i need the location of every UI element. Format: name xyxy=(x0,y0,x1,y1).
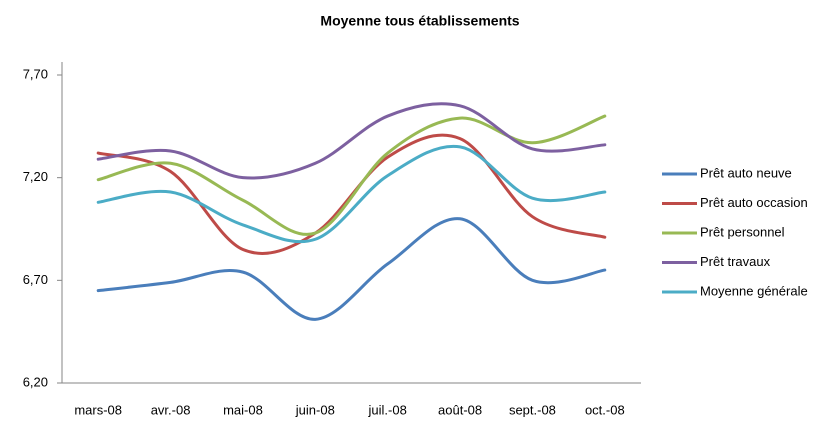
y-tick-label: 6,70 xyxy=(23,272,48,287)
y-tick-label: 7,20 xyxy=(23,169,48,184)
legend-label: Prêt auto neuve xyxy=(700,165,792,180)
y-tick-label: 7,70 xyxy=(23,66,48,81)
x-tick-label: juin-08 xyxy=(295,402,335,417)
legend-label: Prêt auto occasion xyxy=(700,195,808,210)
chart-title: Moyenne tous établissements xyxy=(320,13,519,29)
line-series xyxy=(96,114,607,236)
x-tick-label: août-08 xyxy=(438,402,482,417)
legend-label: Prêt travaux xyxy=(700,254,771,269)
x-tick-label: oct.-08 xyxy=(585,402,625,417)
line-series xyxy=(96,217,607,321)
x-tick-label: avr.-08 xyxy=(151,402,191,417)
line-series xyxy=(96,102,607,180)
x-tick-label: mars-08 xyxy=(74,402,122,417)
x-tick-label: mai-08 xyxy=(223,402,263,417)
legend-label: Prêt personnel xyxy=(700,224,785,239)
x-tick-label: sept.-08 xyxy=(509,402,556,417)
y-tick-label: 6,20 xyxy=(23,374,48,389)
x-tick-label: juil.-08 xyxy=(368,402,407,417)
legend-label: Moyenne générale xyxy=(700,283,808,298)
line-series xyxy=(96,144,607,244)
